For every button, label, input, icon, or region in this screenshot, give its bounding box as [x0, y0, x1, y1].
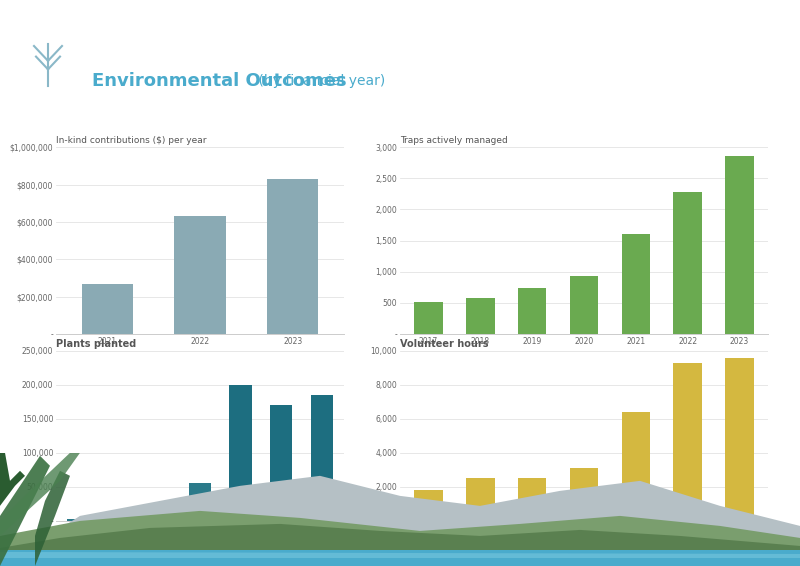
Polygon shape	[0, 453, 80, 536]
Bar	[189, 483, 211, 521]
Polygon shape	[0, 453, 25, 566]
Circle shape	[14, 29, 82, 101]
Polygon shape	[0, 550, 800, 566]
Bar	[726, 358, 754, 521]
Text: Environmental Outcomes: Environmental Outcomes	[93, 72, 347, 90]
Bar	[518, 289, 546, 334]
Bar	[466, 298, 494, 334]
Bar	[108, 517, 130, 521]
Bar	[674, 192, 702, 334]
Bar	[310, 395, 333, 521]
Bar	[622, 234, 650, 334]
Text: Volunteer hours: Volunteer hours	[400, 339, 489, 349]
Polygon shape	[0, 552, 800, 558]
Bar	[414, 490, 442, 521]
Text: (by financial year): (by financial year)	[254, 74, 386, 88]
Bar	[518, 478, 546, 521]
Bar	[270, 405, 292, 521]
Polygon shape	[35, 471, 70, 566]
Bar	[570, 276, 598, 334]
Bar	[67, 518, 90, 521]
Text: Plants planted: Plants planted	[56, 339, 136, 349]
Text: Traps actively managed: Traps actively managed	[400, 136, 508, 145]
Polygon shape	[0, 456, 50, 566]
Bar	[622, 412, 650, 521]
Polygon shape	[0, 524, 800, 566]
Bar	[726, 157, 754, 334]
Bar	[174, 216, 226, 334]
Bar	[82, 284, 133, 334]
Bar	[230, 385, 252, 521]
Bar	[414, 302, 442, 334]
Bar	[148, 514, 170, 521]
Polygon shape	[0, 511, 800, 566]
Bar	[674, 363, 702, 521]
Text: In-kind contributions ($) per year: In-kind contributions ($) per year	[56, 136, 206, 145]
Bar	[570, 468, 598, 521]
Bar	[267, 179, 318, 334]
Polygon shape	[0, 476, 800, 566]
Bar	[466, 478, 494, 521]
